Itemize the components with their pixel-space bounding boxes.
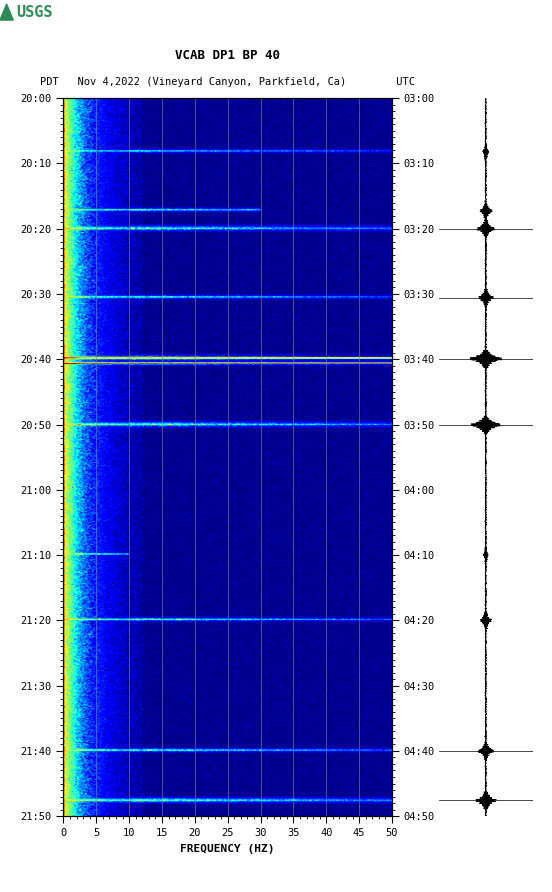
X-axis label: FREQUENCY (HZ): FREQUENCY (HZ) bbox=[181, 844, 275, 854]
Text: PDT   Nov 4,2022 (Vineyard Canyon, Parkfield, Ca)        UTC: PDT Nov 4,2022 (Vineyard Canyon, Parkfie… bbox=[40, 78, 415, 87]
Text: USGS: USGS bbox=[17, 5, 53, 20]
Text: VCAB DP1 BP 40: VCAB DP1 BP 40 bbox=[175, 49, 280, 62]
Polygon shape bbox=[0, 4, 13, 20]
